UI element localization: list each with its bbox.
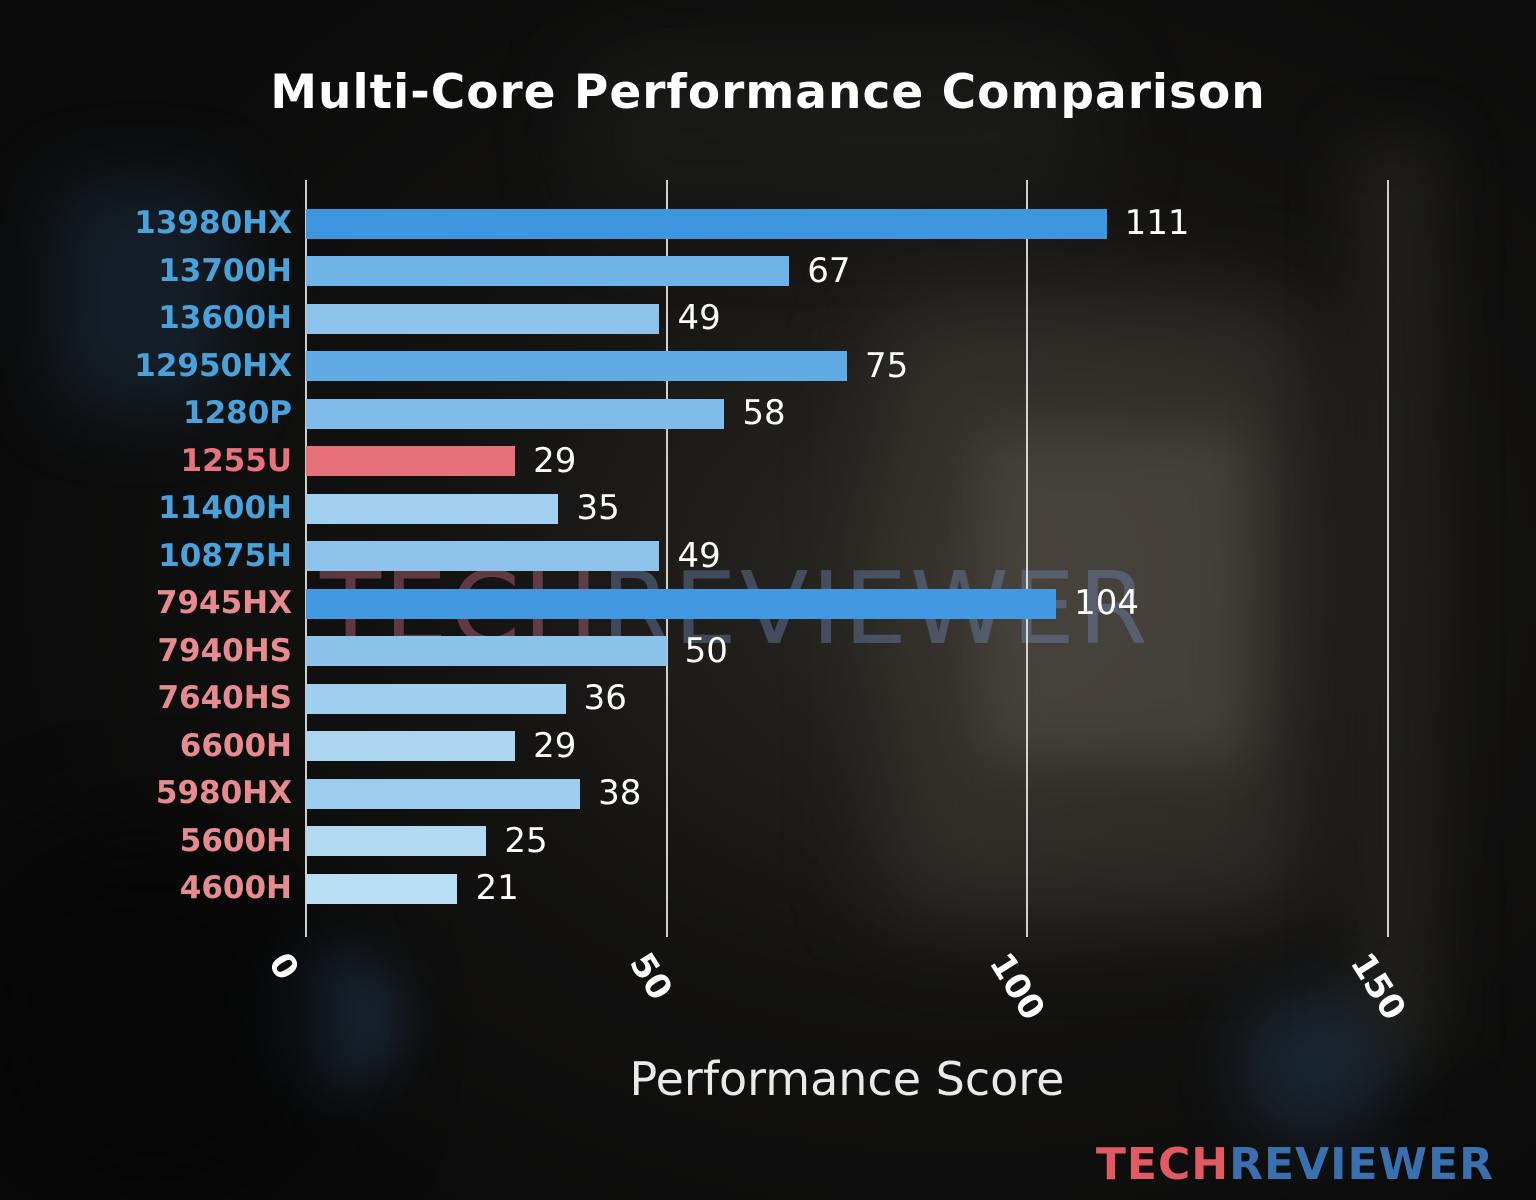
category-label: 13980HX bbox=[134, 205, 292, 241]
bar bbox=[306, 683, 566, 714]
value-label: 35 bbox=[576, 488, 620, 528]
bar bbox=[306, 826, 487, 857]
bar bbox=[306, 351, 847, 382]
bar bbox=[306, 731, 516, 762]
bar bbox=[306, 398, 725, 429]
x-axis-title: Performance Score bbox=[629, 1052, 1065, 1106]
plot-area: 0 50 100 150 111 67 49 75 58 29 35 49 104 50 36 29 38 25 2… bbox=[260, 180, 1414, 1027]
gridline bbox=[665, 180, 668, 937]
bar bbox=[306, 493, 559, 524]
value-label: 29 bbox=[533, 725, 577, 766]
value-label: 29 bbox=[533, 440, 577, 481]
x-axis-tick-label: 0 bbox=[260, 946, 307, 988]
footer-logo-tech: TECH bbox=[1095, 1139, 1230, 1190]
category-label: 7640HS bbox=[157, 680, 292, 716]
value-label: 104 bbox=[1074, 583, 1140, 623]
category-label: 11400H bbox=[158, 490, 292, 526]
value-label: 67 bbox=[807, 250, 851, 291]
value-label: 50 bbox=[684, 630, 728, 671]
category-label: 6600H bbox=[179, 727, 292, 764]
bar bbox=[306, 446, 516, 477]
category-label: 5980HX bbox=[155, 775, 292, 811]
chart-title: Multi-Core Performance Comparison bbox=[270, 65, 1266, 121]
category-label: 1255U bbox=[180, 442, 292, 479]
bar bbox=[306, 256, 790, 287]
category-label: 4600H bbox=[179, 870, 292, 906]
bar bbox=[306, 588, 1057, 619]
category-label: 13700H bbox=[158, 252, 292, 289]
value-label: 36 bbox=[583, 678, 627, 718]
bar bbox=[306, 778, 581, 809]
value-label: 25 bbox=[504, 820, 548, 861]
bar bbox=[306, 208, 1107, 239]
y-axis-labels: 13980HX 13700H 13600H 12950HX 1280P 1255U 1140… bbox=[0, 180, 292, 937]
value-label: 58 bbox=[742, 393, 786, 433]
footer-logo: TECHREVIEWER bbox=[1096, 1139, 1494, 1190]
x-axis-tick-label: 150 bbox=[1342, 946, 1414, 1028]
bar bbox=[306, 303, 660, 334]
bar bbox=[306, 636, 667, 667]
value-label: 38 bbox=[598, 773, 642, 813]
value-label: 49 bbox=[677, 535, 721, 576]
category-label: 10875H bbox=[158, 537, 292, 574]
category-label: 7940HS bbox=[157, 632, 292, 669]
gridline bbox=[1026, 180, 1029, 937]
gridline bbox=[1387, 180, 1389, 937]
category-label: 1280P bbox=[183, 395, 292, 431]
value-label: 111 bbox=[1124, 203, 1190, 243]
x-axis-tick-label: 100 bbox=[981, 946, 1053, 1028]
value-label: 75 bbox=[865, 345, 909, 386]
category-label: 13600H bbox=[158, 300, 292, 336]
footer-logo-reviewer: REVIEWER bbox=[1229, 1139, 1494, 1190]
category-label: 12950HX bbox=[134, 347, 292, 384]
bar-chart: 13980HX 13700H 13600H 12950HX 1280P 1255U 1140… bbox=[0, 180, 1536, 1027]
bar bbox=[306, 541, 660, 572]
category-label: 7945HX bbox=[155, 585, 292, 621]
bar bbox=[306, 873, 458, 904]
category-label: 5600H bbox=[179, 822, 292, 859]
x-axis-tick-label: 50 bbox=[620, 946, 680, 1008]
value-label: 21 bbox=[475, 868, 519, 908]
value-label: 49 bbox=[677, 298, 721, 338]
